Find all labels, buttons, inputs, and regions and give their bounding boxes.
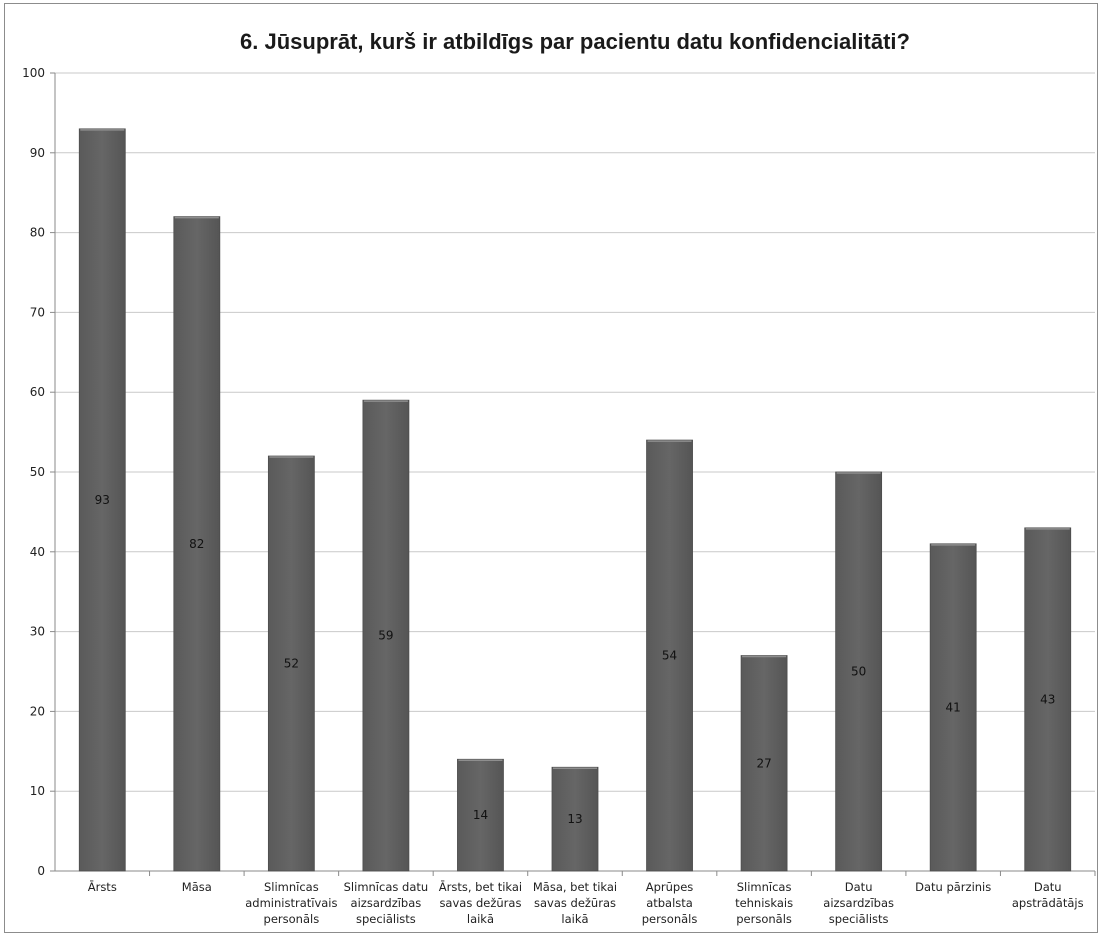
data-label: 14 (473, 808, 488, 822)
x-axis: Ārsts Māsa Slimnīcas administratīvais person… (88, 871, 1096, 926)
data-label: 54 (662, 649, 677, 663)
y-tick-label: 100 (22, 66, 45, 80)
x-tick-label: Ārsts (88, 880, 117, 894)
data-label: 52 (284, 657, 299, 671)
bar (267, 455, 315, 872)
y-tick-label: 10 (30, 784, 45, 798)
gridlines (55, 72, 1095, 872)
x-tick-label: savas dežūras (439, 896, 521, 910)
x-tick-label: Ārsts, bet tikai (439, 880, 522, 894)
x-tick-label: Datu (1034, 880, 1062, 894)
data-label: 27 (756, 756, 771, 770)
x-tick-label: savas dežūras (534, 896, 616, 910)
x-tick-label: Datu (845, 880, 873, 894)
x-tick-label: speciālists (829, 912, 889, 926)
y-tick-label: 70 (30, 305, 45, 319)
y-tick-label: 80 (30, 226, 45, 240)
x-tick-label: Datu pārzinis (915, 880, 991, 894)
bar (78, 128, 126, 872)
x-tick-label: personāls (264, 912, 320, 926)
x-tick-label: Māsa (182, 880, 212, 894)
bar (362, 399, 410, 872)
x-tick-label: aizsardzības (823, 896, 894, 910)
x-tick-label: personāls (736, 912, 792, 926)
y-tick-label: 50 (30, 465, 45, 479)
y-tick-label: 0 (37, 864, 45, 878)
x-tick-label: administratīvais (245, 896, 337, 910)
x-tick-label: tehniskais (735, 896, 793, 910)
x-tick-label: Slimnīcas (264, 880, 319, 894)
data-label: 50 (851, 665, 866, 679)
y-tick-label: 30 (30, 625, 45, 639)
bars: 93 82 52 59 14 13 54 27 50 41 43 (78, 128, 1072, 872)
x-tick-label: Slimnīcas (737, 880, 792, 894)
bar (173, 216, 221, 872)
x-tick-label: personāls (642, 912, 698, 926)
x-tick-label: Aprūpes (646, 880, 694, 894)
bar (929, 543, 977, 872)
data-label: 41 (946, 700, 961, 714)
bar (740, 655, 788, 872)
bar (646, 439, 693, 872)
y-tick-label: 40 (30, 545, 45, 559)
y-tick-label: 20 (30, 704, 45, 718)
y-tick-label: 90 (30, 146, 45, 160)
data-label: 43 (1040, 692, 1055, 706)
data-label: 82 (189, 537, 204, 551)
x-tick-label: atbalsta (646, 896, 693, 910)
data-label: 13 (567, 812, 582, 826)
x-tick-label: Slimnīcas datu (344, 880, 429, 894)
x-tick-label: Māsa, bet tikai (533, 880, 617, 894)
bar (835, 471, 883, 872)
x-tick-label: speciālists (356, 912, 416, 926)
bar (457, 758, 504, 872)
bar (551, 766, 599, 872)
x-tick-label: aizsardzības (351, 896, 422, 910)
x-tick-label: laikā (467, 912, 494, 926)
y-axis: 0 10 20 30 40 50 60 70 80 90 100 (22, 66, 56, 878)
bar (1024, 527, 1072, 872)
x-tick-label: laikā (561, 912, 588, 926)
y-tick-label: 60 (30, 385, 45, 399)
data-label: 93 (95, 493, 110, 507)
chart-title: 6. Jūsuprāt, kurš ir atbildīgs par pacie… (240, 29, 910, 54)
data-label: 59 (378, 629, 393, 643)
x-tick-label: apstrādātājs (1012, 896, 1084, 910)
